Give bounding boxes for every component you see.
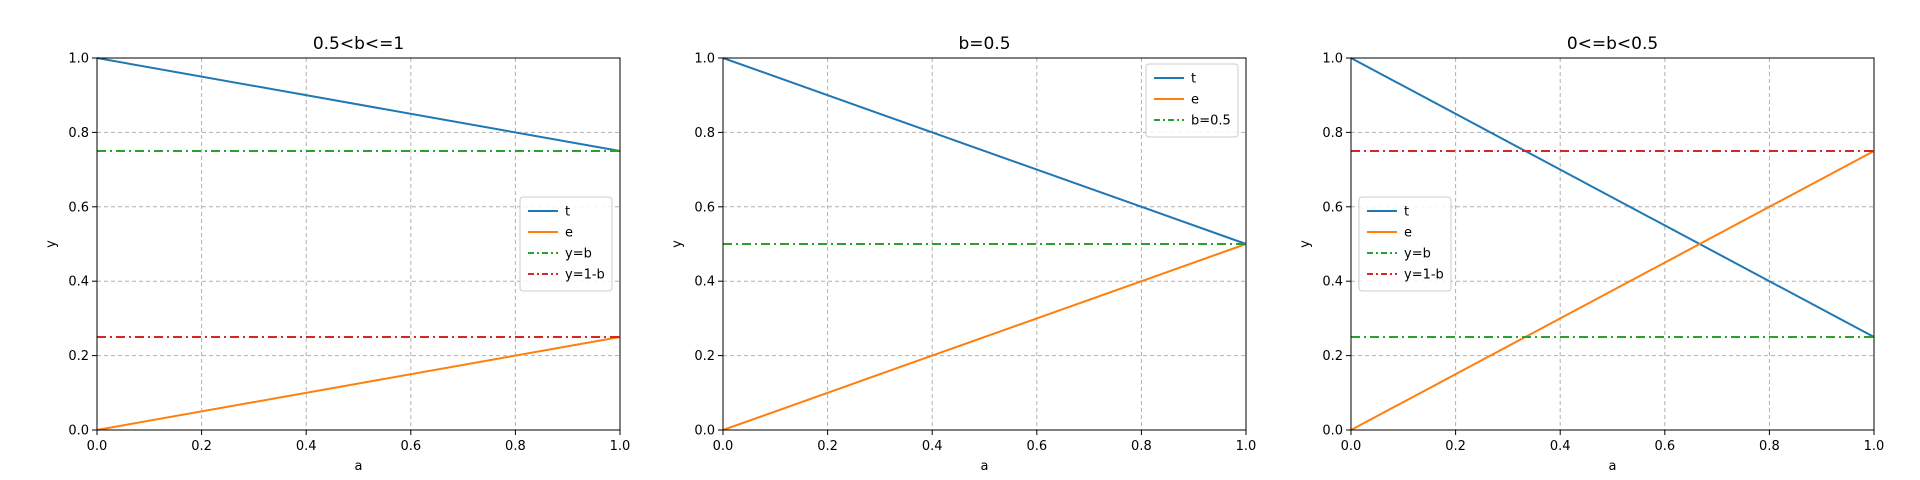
chart-title: 0.5<b<=1: [313, 34, 404, 54]
y-tick-label: 1.0: [68, 52, 89, 67]
x-axis-label: a: [355, 459, 363, 474]
y-tick-label: 0.8: [694, 126, 715, 141]
legend-label-y=1-b: y=1-b: [1404, 268, 1444, 283]
x-tick-label: 0.4: [922, 439, 943, 454]
y-tick-label: 0.6: [1322, 200, 1343, 215]
x-tick-label: 0.8: [505, 439, 526, 454]
legend-box: [519, 196, 613, 292]
x-tick-label: 0.2: [1445, 439, 1466, 454]
legend-box: [1358, 196, 1452, 292]
x-tick-label: 1.0: [610, 439, 631, 454]
legend-label-t: t: [565, 205, 570, 220]
y-tick-label: 0.4: [1322, 275, 1343, 290]
x-tick-label: 0.0: [87, 439, 108, 454]
x-tick-label: 0.6: [400, 439, 421, 454]
y-tick-label: 0.8: [1322, 126, 1343, 141]
x-tick-label: 0.8: [1759, 439, 1780, 454]
legend-label-t: t: [1404, 205, 1409, 220]
legend-label-t: t: [1191, 72, 1196, 87]
y-tick-label: 1.0: [1322, 52, 1343, 67]
legend-box: [1145, 63, 1239, 138]
series-line-e: [96, 336, 621, 431]
y-tick-label: 1.0: [694, 52, 715, 67]
y-tick-label: 0.2: [1322, 349, 1343, 364]
legend-label-y=b: y=b: [1404, 247, 1431, 262]
y-tick-label: 0.8: [68, 126, 89, 141]
y-tick-label: 0.2: [68, 349, 89, 364]
chart-title: b=0.5: [958, 34, 1010, 54]
x-axis-label: a: [1609, 459, 1617, 474]
x-tick-label: 1.0: [1864, 439, 1885, 454]
legend-label-e: e: [1191, 93, 1199, 108]
y-tick-label: 0.0: [68, 424, 89, 439]
x-tick-label: 0.2: [191, 439, 212, 454]
x-tick-label: 1.0: [1236, 439, 1257, 454]
y-tick-label: 0.4: [68, 275, 89, 290]
series-line-t: [96, 57, 621, 152]
x-axis-label: a: [981, 459, 989, 474]
legend-label-b=0.5: b=0.5: [1191, 114, 1231, 129]
y-axis-label: y: [44, 240, 59, 248]
x-tick-label: 0.4: [1550, 439, 1571, 454]
y-axis-label: y: [1298, 240, 1313, 248]
legend-label-e: e: [1404, 226, 1412, 241]
axes-frame: [96, 57, 621, 431]
x-tick-label: 0.6: [1026, 439, 1047, 454]
x-tick-label: 0.6: [1654, 439, 1675, 454]
y-tick-label: 0.6: [68, 200, 89, 215]
x-tick-label: 0.0: [713, 439, 734, 454]
series-line-e: [722, 243, 1247, 431]
legend: te y=b y=1-b: [519, 196, 613, 292]
legend: te b=0.5: [1145, 63, 1239, 138]
chart-title: 0<=b<0.5: [1567, 34, 1658, 54]
series-line-t: [1350, 57, 1875, 338]
y-tick-label: 0.4: [694, 275, 715, 290]
axes-frame: [722, 57, 1247, 431]
y-tick-label: 0.2: [694, 349, 715, 364]
chart-panel-2: 0.0 0.2 0.4 0.6 0.8 1.0 0.0 0.2 0.4 0.6 0.8 1.0 b=0.…: [670, 34, 1256, 474]
legend: te y=b y=1-b: [1358, 196, 1452, 292]
y-tick-label: 0.6: [694, 200, 715, 215]
legend-label-y=1-b: y=1-b: [565, 268, 605, 283]
axes-frame: [1350, 57, 1875, 431]
legend-label-e: e: [565, 226, 573, 241]
y-tick-label: 0.0: [694, 424, 715, 439]
legend-label-y=b: y=b: [565, 247, 592, 262]
x-tick-label: 0.0: [1341, 439, 1362, 454]
chart-panel-1: 0.0 0.2 0.4 0.6 0.8 1.0 0.0 0.2 0.4 0.6 0.8 1.0 0.5<…: [44, 34, 630, 474]
x-tick-label: 0.8: [1131, 439, 1152, 454]
x-tick-label: 0.2: [817, 439, 838, 454]
chart-panel-3: 0.0 0.2 0.4 0.6 0.8 1.0 0.0 0.2 0.4 0.6 0.8 1.0 0<=b…: [1298, 34, 1884, 474]
series-line-t: [722, 57, 1247, 245]
y-axis-label: y: [670, 240, 685, 248]
y-tick-label: 0.0: [1322, 424, 1343, 439]
series-line-e: [1350, 150, 1875, 431]
x-tick-label: 0.4: [296, 439, 317, 454]
